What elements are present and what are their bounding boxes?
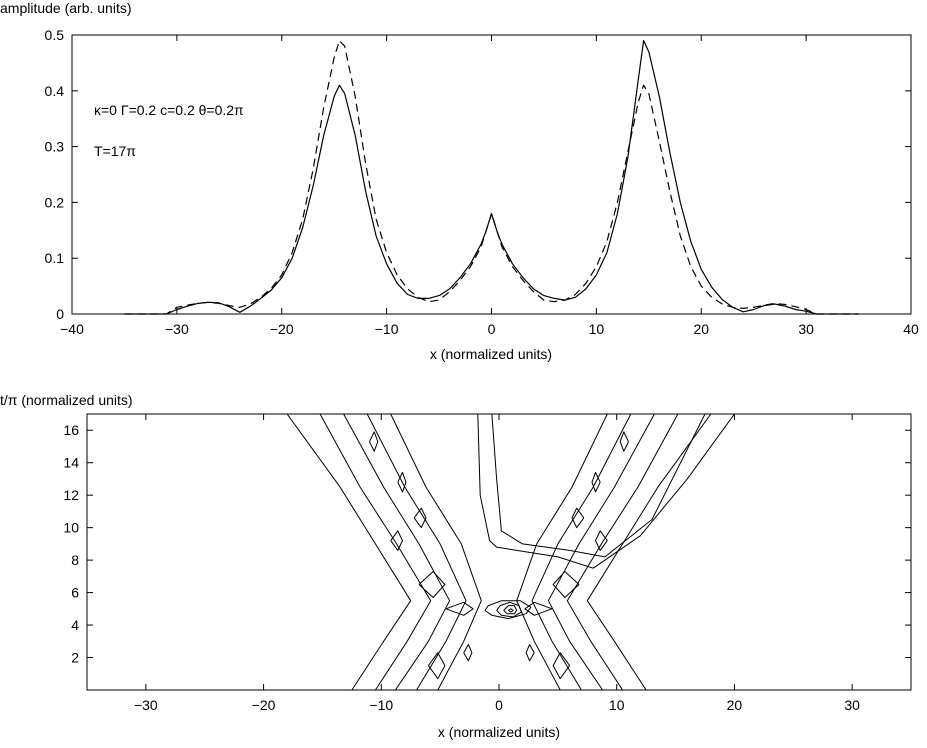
time-annotation: T=17π — [94, 143, 136, 159]
bottom-y-axis-label: t/π (normalized units) — [0, 392, 133, 408]
bottom-ytick-label: 10 — [63, 520, 79, 536]
top-y-ticks: 0 0.1 0.2 0.3 0.4 0.5 — [45, 27, 911, 322]
top-xtick-label: 0 — [488, 321, 496, 337]
bottom-ytick-label: 16 — [63, 422, 79, 438]
top-ytick-label: 0.5 — [45, 27, 65, 43]
bottom-y-ticks: 2 4 6 8 10 12 14 16 — [63, 422, 911, 666]
top-ytick-label: 0.2 — [45, 194, 65, 210]
top-xtick-label: 30 — [798, 321, 814, 337]
contour-line — [390, 530, 403, 551]
bottom-xtick-label: 30 — [844, 697, 860, 713]
contour-line — [397, 471, 407, 493]
top-plot-frame — [71, 34, 912, 315]
bottom-x-ticks: −30 −20 −10 0 10 20 30 — [134, 414, 860, 713]
contour-line — [496, 601, 522, 618]
contour-line — [595, 530, 608, 551]
bottom-plot-frame — [86, 413, 912, 691]
contour-line — [516, 414, 608, 690]
contour-line — [586, 414, 712, 690]
top-x-axis-label: x (normalized units) — [430, 346, 552, 362]
contour-line — [477, 414, 735, 569]
contour-line — [547, 414, 655, 690]
bottom-ytick-label: 2 — [71, 650, 79, 666]
top-xtick-label: −20 — [270, 321, 294, 337]
contour-lines — [286, 414, 735, 690]
contour-line — [525, 644, 535, 662]
bottom-ytick-label: 12 — [63, 487, 79, 503]
top-xtick-label: −30 — [165, 321, 189, 337]
contour-line — [319, 414, 432, 690]
top-ytick-label: 0.4 — [45, 83, 65, 99]
contour-line — [286, 414, 412, 690]
contour-line — [591, 471, 601, 493]
top-ytick-label: 0 — [56, 306, 64, 322]
bottom-ytick-label: 4 — [71, 617, 79, 633]
contour-line — [369, 431, 379, 452]
top-ytick-label: 0.1 — [45, 250, 65, 266]
contour-line — [484, 600, 532, 620]
contour-line — [531, 414, 632, 690]
contour-line — [463, 644, 473, 662]
bottom-xtick-label: 0 — [495, 697, 503, 713]
contour-line — [503, 605, 518, 615]
top-xtick-label: −40 — [60, 321, 84, 337]
contour-line — [491, 414, 706, 558]
top-ytick-label: 0.3 — [45, 139, 65, 155]
top-xtick-label: −10 — [375, 321, 399, 337]
amplitude-panel: amplitude (arb. units) 00.10.20.30.40.5 … — [0, 0, 919, 362]
bottom-ytick-label: 8 — [71, 552, 79, 568]
contour-line — [366, 414, 467, 690]
top-xtick-label: 20 — [693, 321, 709, 337]
contour-line — [552, 571, 580, 598]
contour-line — [445, 601, 474, 616]
contour-line — [552, 652, 571, 680]
dashed-series-line — [124, 39, 859, 315]
top-xtick-label: 10 — [589, 321, 605, 337]
top-series-lines — [124, 39, 859, 315]
bottom-ytick-label: 14 — [63, 455, 79, 471]
contour-line — [418, 571, 446, 598]
contour-line — [619, 431, 629, 452]
contour-line — [524, 601, 553, 616]
bottom-xtick-label: −10 — [369, 697, 393, 713]
bottom-xtick-label: 20 — [727, 697, 743, 713]
parameters-annotation: κ=0 Γ=0.2 c=0.2 θ=0.2π — [94, 102, 244, 118]
bottom-xtick-label: 10 — [609, 697, 625, 713]
contour-line — [413, 507, 427, 529]
bottom-x-axis-label: x (normalized units) — [438, 724, 560, 740]
contour-line — [566, 414, 679, 690]
contour-line — [390, 414, 482, 690]
top-y-axis-label: amplitude (arb. units) — [0, 0, 132, 16]
bottom-ytick-label: 6 — [71, 585, 79, 601]
solid-series-line — [124, 39, 859, 315]
contour-line — [427, 652, 446, 680]
contour-line — [343, 414, 451, 690]
contour-line — [571, 507, 585, 529]
top-x-ticks: −40 −30 −20 −10 0 10 20 30 40 — [60, 35, 919, 337]
top-xtick-label: 40 — [903, 321, 919, 337]
bottom-xtick-label: −20 — [252, 697, 276, 713]
bottom-xtick-label: −30 — [134, 697, 158, 713]
contour-line — [508, 608, 514, 613]
